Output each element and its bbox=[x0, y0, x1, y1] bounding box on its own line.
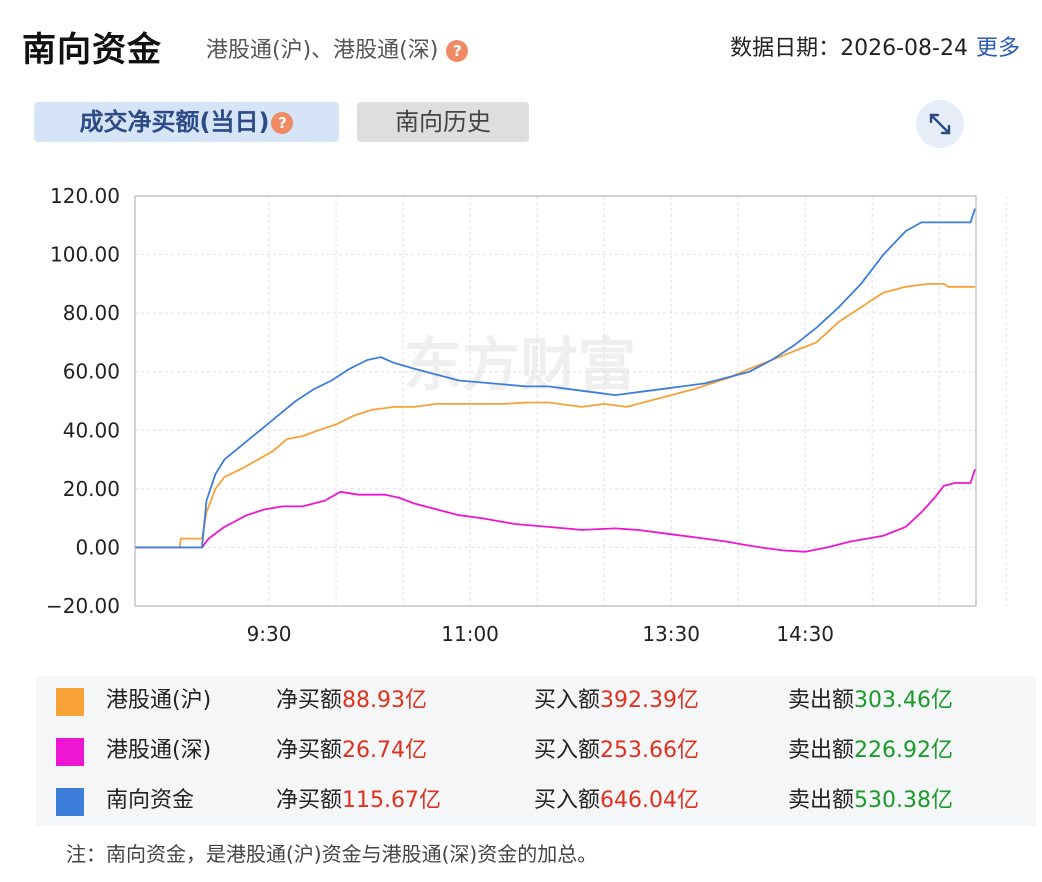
buy-value: 646.04亿 bbox=[600, 788, 699, 813]
expand-icon[interactable] bbox=[916, 100, 964, 148]
net-buy-label: 净买额 bbox=[276, 688, 343, 713]
card-header: 南向资金 港股通(沪)、港股通(深)? 数据日期：2026-08-24 更多 bbox=[22, 22, 1024, 70]
tab-help-icon[interactable]: ? bbox=[271, 112, 294, 134]
y-tick-label: 0.00 bbox=[75, 535, 120, 559]
legend-table: 港股通(沪) 净买额88.93亿 买入额392.39亿 卖出额303.46亿 港… bbox=[36, 676, 1036, 826]
y-tick-label: 80.00 bbox=[63, 301, 120, 325]
sell-label: 卖出额 bbox=[788, 688, 855, 713]
tab-southbound-history[interactable]: 南向历史 bbox=[357, 102, 529, 142]
net-buy-value: 115.67亿 bbox=[342, 788, 441, 813]
legend-swatch bbox=[56, 788, 84, 816]
y-tick-label: 120.00 bbox=[50, 184, 120, 208]
buy-label: 买入额 bbox=[534, 688, 601, 713]
sell-value: 303.46亿 bbox=[854, 688, 953, 713]
series-line bbox=[135, 468, 976, 553]
date-label: 数据日期：2026-08-24 bbox=[730, 36, 968, 61]
buy-cell: 买入额646.04亿 bbox=[534, 776, 699, 826]
sell-value: 226.92亿 bbox=[854, 738, 953, 763]
legend-swatch bbox=[56, 738, 84, 766]
tab-net-buy-today[interactable]: 成交净买额(当日)? bbox=[34, 102, 339, 142]
x-tick-label: 14:30 bbox=[776, 622, 834, 646]
chart-series bbox=[135, 208, 976, 553]
y-tick-label: 40.00 bbox=[63, 418, 120, 442]
y-tick-label: 100.00 bbox=[50, 243, 120, 267]
help-icon[interactable]: ? bbox=[446, 40, 469, 62]
buy-cell: 买入额253.66亿 bbox=[534, 726, 699, 776]
x-tick-label: 9:30 bbox=[247, 622, 292, 646]
chart-grid bbox=[135, 195, 1007, 607]
legend-row: 港股通(沪) 净买额88.93亿 买入额392.39亿 卖出额303.46亿 bbox=[36, 676, 1036, 726]
series-line bbox=[135, 208, 976, 549]
buy-label: 买入额 bbox=[534, 738, 601, 763]
net-buy-label: 净买额 bbox=[276, 738, 343, 763]
sell-cell: 卖出额226.92亿 bbox=[788, 726, 953, 776]
expand-arrows-icon bbox=[929, 113, 951, 135]
net-buy-cell: 净买额115.67亿 bbox=[276, 776, 441, 826]
watermark: 东方财富 bbox=[404, 331, 636, 399]
net-buy-cell: 净买额88.93亿 bbox=[276, 676, 427, 726]
card-title: 南向资金 bbox=[22, 30, 162, 70]
buy-label: 买入额 bbox=[534, 788, 601, 813]
legend-name: 港股通(深) bbox=[106, 738, 212, 763]
sell-label: 卖出额 bbox=[788, 788, 855, 813]
y-tick-label: −20.00 bbox=[46, 594, 120, 618]
x-tick-label: 11:00 bbox=[441, 622, 499, 646]
legend-row: 南向资金 净买额115.67亿 买入额646.04亿 卖出额530.38亿 bbox=[36, 776, 1036, 826]
plot-frame bbox=[134, 195, 977, 607]
net-buy-value: 26.74亿 bbox=[342, 738, 427, 763]
net-buy-chart: 东方财富 −20.00 0.00 20.00 40.00 60.00 80.00 100.0… bbox=[46, 184, 1007, 646]
card-subtitle: 港股通(沪)、港股通(深)? bbox=[206, 32, 469, 64]
y-tick-label: 20.00 bbox=[63, 477, 120, 501]
sell-cell: 卖出额303.46亿 bbox=[788, 676, 953, 726]
buy-value: 392.39亿 bbox=[600, 688, 699, 713]
legend-name: 南向资金 bbox=[106, 788, 195, 813]
legend-swatch bbox=[56, 688, 84, 716]
net-buy-cell: 净买额26.74亿 bbox=[276, 726, 427, 776]
x-tick-label: 13:30 bbox=[642, 622, 700, 646]
footnote: 注：南向资金，是港股通(沪)资金与港股通(深)资金的加总。 bbox=[66, 842, 598, 866]
buy-value: 253.66亿 bbox=[600, 738, 699, 763]
data-date: 数据日期：2026-08-24 更多 bbox=[730, 30, 1020, 62]
net-buy-label: 净买额 bbox=[276, 788, 343, 813]
buy-cell: 买入额392.39亿 bbox=[534, 676, 699, 726]
y-tick-label: 60.00 bbox=[63, 360, 120, 384]
net-buy-value: 88.93亿 bbox=[342, 688, 427, 713]
sell-value: 530.38亿 bbox=[854, 788, 953, 813]
sell-label: 卖出额 bbox=[788, 738, 855, 763]
subtitle-text: 港股通(沪)、港股通(深) bbox=[206, 38, 439, 63]
legend-name: 港股通(沪) bbox=[106, 688, 212, 713]
tab-net-buy-label: 成交净买额(当日) bbox=[79, 108, 270, 136]
legend-row: 港股通(深) 净买额26.74亿 买入额253.66亿 卖出额226.92亿 bbox=[36, 726, 1036, 776]
sell-cell: 卖出额530.38亿 bbox=[788, 776, 953, 826]
y-axis: −20.00 0.00 20.00 40.00 60.00 80.00 100.00 120.… bbox=[46, 184, 120, 618]
more-link[interactable]: 更多 bbox=[975, 36, 1020, 61]
series-line bbox=[135, 282, 975, 549]
